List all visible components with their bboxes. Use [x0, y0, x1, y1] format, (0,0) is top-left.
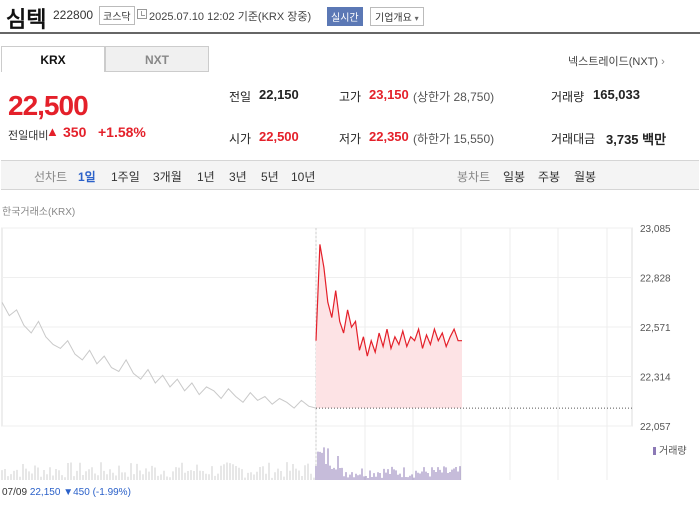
- current-price: 22,500: [8, 90, 89, 121]
- period-3m[interactable]: 3개월: [153, 170, 182, 184]
- y-tick-label: 23,085: [640, 224, 671, 235]
- upper-limit: (상한가 28,750): [413, 90, 495, 104]
- volume-legend-swatch: [653, 447, 656, 455]
- market-badge: 코스닥: [99, 6, 135, 25]
- prior-day-line: [1, 301, 317, 409]
- today-line: [315, 244, 462, 357]
- volume-legend-label: 거래량: [659, 445, 687, 457]
- prev-close-value: 22,150: [259, 87, 299, 102]
- price-chart[interactable]: 23,08522,82822,57122,31422,057거래량07/1010…: [0, 218, 700, 486]
- tab-nxt[interactable]: NXT: [105, 46, 209, 72]
- volume-label: 거래량: [551, 90, 585, 104]
- today-area: [316, 244, 462, 409]
- stock-name: 심텍: [6, 7, 47, 32]
- prev-change-pct: (-1.99%): [92, 487, 131, 498]
- y-tick-label: 22,057: [640, 422, 671, 433]
- realtime-button[interactable]: 실시간: [327, 7, 363, 26]
- prev-close-note: 07/09 22,150 ▼450 (-1.99%): [2, 487, 131, 498]
- period-3y[interactable]: 3년: [229, 170, 247, 184]
- nxt-link-label: 넥스트레이드(NXT): [568, 56, 659, 68]
- nxt-link[interactable]: 넥스트레이드(NXT) ›: [568, 53, 665, 69]
- period-1y[interactable]: 1년: [197, 170, 215, 184]
- amount-label: 거래대금: [551, 132, 596, 146]
- candle-weekly[interactable]: 주봉: [538, 170, 561, 184]
- y-tick-label: 22,571: [640, 323, 671, 334]
- period-1w[interactable]: 1주일: [111, 170, 140, 184]
- down-arrow-icon: ▼: [63, 487, 74, 498]
- period-10y[interactable]: 10년: [291, 170, 316, 184]
- clock-icon: [137, 9, 147, 19]
- period-bar: 선차트 1일 1주일 3개월 1년 3년 5년 10년 봉차트 일봉 주봉 월봉: [1, 160, 699, 190]
- candle-chart-label[interactable]: 봉차트: [457, 170, 491, 184]
- tab-krx[interactable]: KRX: [1, 46, 105, 72]
- volume-value: 165,033: [593, 87, 640, 102]
- low-label: 저가: [339, 132, 362, 146]
- prev-date: 07/09: [2, 487, 28, 498]
- prev-close-price: 22,150: [29, 487, 61, 498]
- period-5y[interactable]: 5년: [261, 170, 279, 184]
- candle-daily[interactable]: 일봉: [503, 170, 526, 184]
- stock-header: 심텍 222800 코스닥 2025.07.10 12:02 기준(KRX 장중…: [0, 0, 700, 34]
- candle-monthly[interactable]: 월봉: [574, 170, 597, 184]
- line-chart-label[interactable]: 선차트: [34, 170, 68, 184]
- up-arrow-icon: ▲: [46, 124, 59, 139]
- high-value: 23,150: [369, 87, 409, 102]
- chart-source-label: 한국거래소(KRX): [2, 207, 76, 218]
- high-label: 고가: [339, 90, 362, 104]
- caret-down-icon: ▾: [414, 14, 419, 23]
- company-info-label: 기업개요: [375, 13, 412, 24]
- chevron-right-icon: ›: [661, 56, 665, 68]
- timestamp: 2025.07.10 12:02 기준(KRX 장중): [149, 11, 312, 23]
- change-percent: +1.58%: [98, 124, 146, 140]
- stock-code: 222800: [53, 8, 94, 22]
- amount-value: 3,735 백만: [606, 132, 667, 147]
- change-amount: 350: [63, 124, 87, 140]
- low-value: 22,350: [369, 129, 409, 144]
- prev-close-label: 전일: [229, 90, 252, 104]
- lower-limit: (하한가 15,550): [413, 132, 495, 146]
- period-1d[interactable]: 1일: [78, 170, 96, 184]
- change-label: 전일대비: [8, 130, 49, 142]
- open-value: 22,500: [259, 129, 299, 144]
- y-tick-label: 22,314: [640, 373, 671, 384]
- open-label: 시가: [229, 132, 252, 146]
- prev-change: 450: [73, 487, 90, 498]
- company-info-button[interactable]: 기업개요 ▾: [370, 7, 424, 26]
- y-tick-label: 22,828: [640, 274, 671, 285]
